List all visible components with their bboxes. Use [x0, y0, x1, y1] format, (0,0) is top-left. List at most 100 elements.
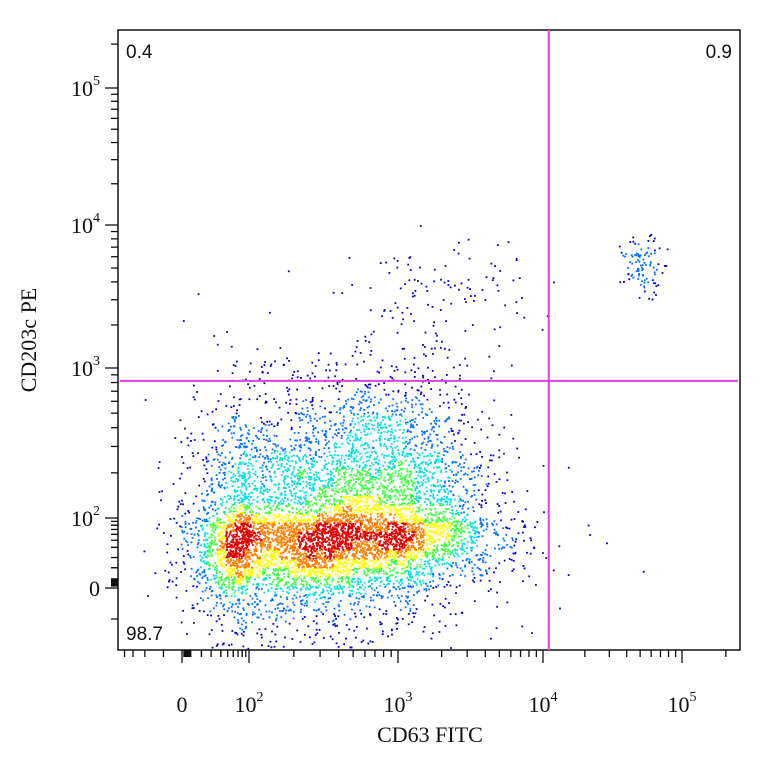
event-dot: [274, 500, 277, 502]
event-dot: [231, 436, 234, 439]
event-dot: [293, 569, 295, 572]
event-dot: [201, 576, 204, 579]
event-dot: [278, 459, 281, 462]
event-dot: [209, 536, 212, 539]
event-dot: [313, 460, 316, 463]
event-dot: [486, 485, 489, 488]
event-dot: [432, 550, 435, 552]
event-dot: [385, 261, 388, 264]
event-dot: [219, 498, 222, 500]
event-dot: [253, 488, 256, 490]
event-dot: [395, 491, 398, 494]
event-dot: [357, 583, 360, 585]
event-dot: [454, 498, 456, 501]
event-dot: [329, 635, 332, 638]
event-dot: [414, 396, 417, 399]
event-dot: [355, 475, 357, 477]
event-dot: [338, 408, 341, 411]
event-dot: [237, 499, 240, 502]
event-dot: [273, 425, 276, 428]
event-dot: [207, 554, 209, 556]
event-dot: [254, 455, 257, 457]
event-dot: [238, 598, 241, 601]
event-dot: [283, 568, 286, 571]
event-dot: [456, 523, 459, 526]
event-dot: [213, 458, 216, 461]
event-dot: [453, 525, 456, 528]
event-dot: [631, 273, 634, 276]
event-dot: [223, 487, 226, 490]
event-dot: [464, 298, 466, 300]
event-dot: [499, 581, 501, 583]
event-dot: [411, 621, 413, 624]
event-dot: [534, 526, 536, 529]
event-dot: [481, 500, 483, 502]
event-dot: [213, 568, 216, 571]
event-dot: [288, 622, 291, 625]
event-dot: [216, 517, 219, 520]
event-dot: [229, 574, 232, 576]
event-dot: [425, 589, 428, 592]
event-dot: [437, 533, 440, 535]
event-dot: [522, 531, 524, 534]
event-dot: [235, 412, 238, 415]
event-dot: [341, 434, 343, 437]
event-dot: [236, 409, 238, 412]
event-dot: [420, 447, 423, 449]
event-dot: [447, 556, 450, 559]
event-dot: [339, 412, 341, 415]
event-dot: [307, 588, 310, 590]
event-dot: [386, 566, 388, 569]
event-dot: [444, 501, 447, 503]
event-dot: [287, 570, 290, 573]
event-dot: [467, 467, 470, 470]
event-dot: [523, 526, 525, 528]
event-dot: [286, 458, 289, 461]
event-dot: [280, 588, 283, 590]
event-dot: [425, 544, 428, 547]
event-dot: [323, 447, 326, 450]
event-dot: [279, 458, 282, 461]
event-dot: [351, 581, 353, 583]
event-dot: [394, 576, 397, 578]
event-dot: [302, 501, 305, 504]
event-dot: [377, 488, 380, 491]
event-dot: [257, 616, 260, 619]
event-dot: [424, 521, 427, 523]
event-dot: [336, 569, 339, 571]
event-dot: [454, 548, 457, 551]
event-dot: [394, 489, 397, 491]
event-dot: [356, 340, 359, 342]
event-dot: [389, 570, 392, 572]
event-dot: [395, 571, 398, 573]
event-dot: [638, 274, 640, 277]
event-dot: [260, 480, 262, 483]
event-dot: [433, 489, 435, 492]
event-dot: [277, 572, 280, 575]
event-dot: [369, 508, 372, 511]
event-dot: [238, 463, 240, 466]
event-dot: [495, 627, 498, 630]
event-dot: [364, 464, 366, 467]
event-dot: [277, 422, 279, 424]
event-dot: [269, 560, 271, 563]
event-dot: [419, 462, 422, 465]
event-dot: [504, 304, 506, 307]
event-dot: [282, 470, 284, 473]
event-dot: [408, 430, 411, 433]
event-dot: [313, 479, 316, 482]
event-dot: [357, 438, 359, 441]
event-dot: [463, 511, 465, 514]
event-dot: [365, 464, 368, 467]
event-dot: [454, 528, 456, 531]
event-dot: [404, 476, 406, 479]
event-dot: [426, 470, 428, 472]
event-dot: [377, 471, 380, 474]
event-dot: [277, 584, 279, 587]
event-dot: [441, 460, 443, 463]
event-dot: [234, 631, 237, 634]
event-dot: [298, 479, 300, 481]
event-dot: [341, 490, 344, 493]
event-dot: [464, 458, 467, 461]
event-dot: [283, 476, 286, 478]
